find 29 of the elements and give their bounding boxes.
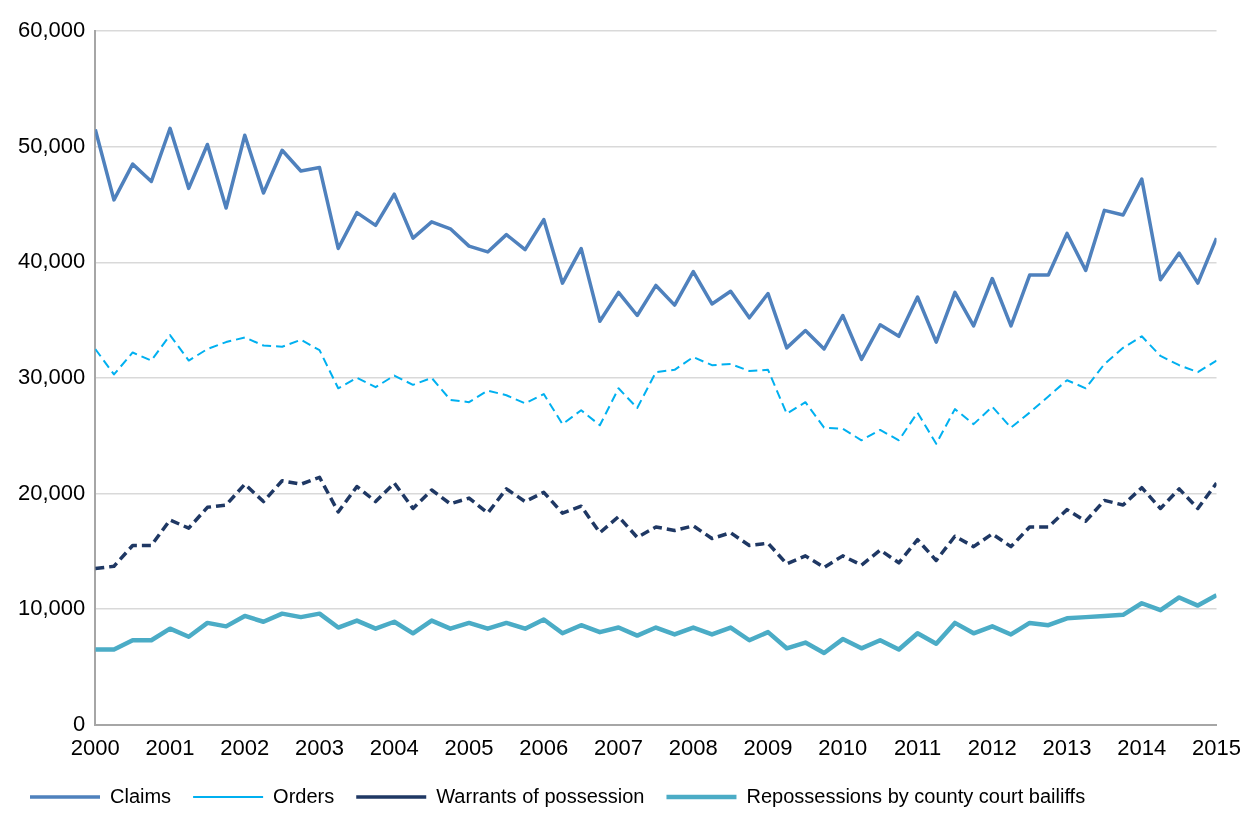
y-tick-label: 50,000 bbox=[17, 132, 86, 158]
legend-label: Repossessions by county court bailiffs bbox=[746, 784, 1086, 807]
legend-label: Orders bbox=[273, 784, 335, 807]
x-tick-label: 2007 bbox=[594, 734, 644, 760]
y-tick-label: 10,000 bbox=[17, 595, 86, 621]
x-tick-label: 2006 bbox=[519, 734, 569, 760]
y-tick-label: 20,000 bbox=[17, 479, 86, 505]
x-tick-label: 2003 bbox=[295, 734, 345, 760]
x-tick-label: 2013 bbox=[1042, 734, 1092, 760]
y-tick-label: 0 bbox=[73, 710, 86, 736]
x-tick-label: 2010 bbox=[818, 734, 868, 760]
legend-label: Warrants of possession bbox=[436, 784, 645, 807]
y-tick-label: 30,000 bbox=[17, 363, 86, 389]
legend-label: Claims bbox=[110, 784, 172, 807]
x-tick-label: 2015 bbox=[1192, 734, 1242, 760]
x-tick-label: 2012 bbox=[967, 734, 1017, 760]
x-tick-label: 2008 bbox=[668, 734, 718, 760]
line-series bbox=[95, 475, 1217, 571]
x-tick-label: 2011 bbox=[893, 734, 942, 760]
y-tick-label: 40,000 bbox=[17, 248, 86, 274]
x-tick-label: 2001 bbox=[145, 734, 195, 760]
x-tick-label: 2004 bbox=[369, 734, 419, 760]
x-tick-label: 2009 bbox=[743, 734, 793, 760]
line-series bbox=[95, 334, 1217, 445]
y-tick-label: 60,000 bbox=[17, 17, 86, 43]
x-tick-label: 2000 bbox=[70, 734, 120, 760]
x-tick-label: 2005 bbox=[444, 734, 494, 760]
x-tick-label: 2014 bbox=[1117, 734, 1167, 760]
x-tick-label: 2002 bbox=[220, 734, 270, 760]
